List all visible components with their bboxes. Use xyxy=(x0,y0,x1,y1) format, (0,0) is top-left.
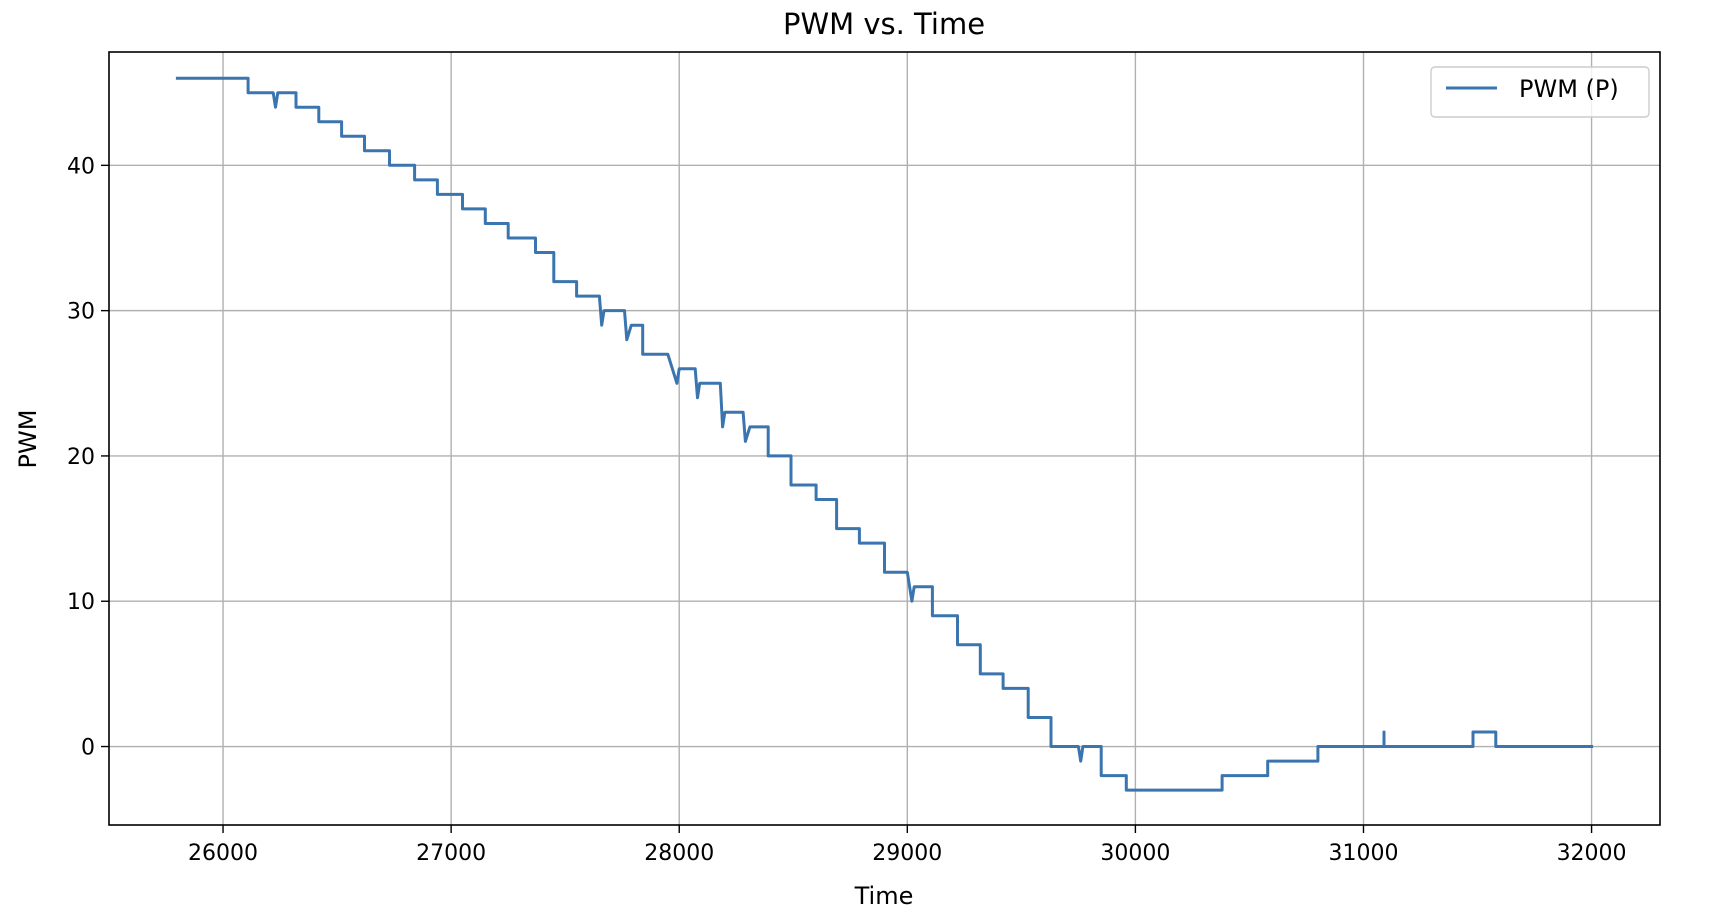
series-layer xyxy=(175,76,1594,792)
y-axis-label: PWM xyxy=(14,410,42,469)
legend: PWM (P) xyxy=(1430,66,1650,118)
plot-area-frame xyxy=(108,51,1661,826)
chart-title: PWM vs. Time xyxy=(783,7,985,41)
x-tick-label: 31000 xyxy=(1328,841,1398,866)
x-tick-label: 30000 xyxy=(1100,841,1170,866)
x-tick-label: 29000 xyxy=(872,841,942,866)
x-tick-label: 27000 xyxy=(416,841,486,866)
x-tick-label: 32000 xyxy=(1557,841,1627,866)
y-tick-label: 10 xyxy=(67,590,95,615)
y-tick-label: 0 xyxy=(81,736,95,761)
grid-lines xyxy=(109,52,1660,825)
axis-ticks: 26000 27000 28000 29000 30000 31000 32000 0 10 20… xyxy=(67,154,1627,866)
x-tick-label: 28000 xyxy=(644,841,714,866)
legend-box xyxy=(1430,66,1650,118)
y-tick-label: 40 xyxy=(67,154,95,179)
legend-label: PWM (P) xyxy=(1519,75,1619,103)
y-tick-label: 30 xyxy=(67,300,95,325)
x-axis-label: Time xyxy=(854,882,914,910)
x-tick-label: 26000 xyxy=(188,841,258,866)
series-line-pwm xyxy=(175,76,1594,792)
y-tick-label: 20 xyxy=(67,445,95,470)
